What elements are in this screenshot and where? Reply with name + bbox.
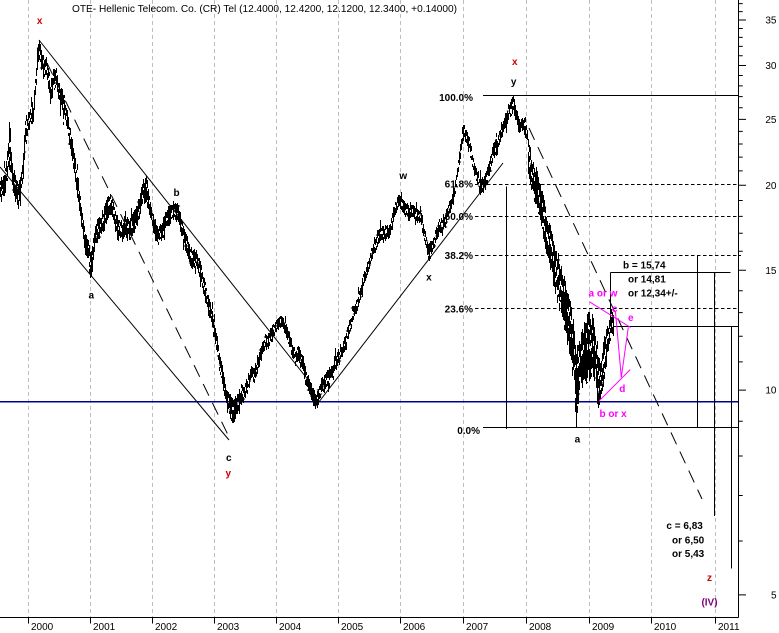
svg-text:or 12,34+/-: or 12,34+/-: [628, 289, 678, 300]
svg-text:38.2%: 38.2%: [445, 251, 473, 262]
svg-text:30: 30: [765, 61, 777, 72]
svg-text:c = 6,83: c = 6,83: [666, 521, 703, 532]
svg-text:x: x: [426, 273, 432, 284]
svg-text:or 14,81: or 14,81: [628, 274, 666, 285]
svg-text:15: 15: [765, 266, 777, 277]
svg-text:x: x: [37, 16, 43, 27]
svg-text:a: a: [89, 291, 95, 302]
svg-text:2001: 2001: [93, 622, 116, 633]
svg-text:2000: 2000: [31, 622, 54, 633]
svg-text:w: w: [398, 171, 407, 182]
svg-text:a or w: a or w: [589, 289, 618, 300]
svg-text:z: z: [707, 573, 712, 584]
svg-text:b or x: b or x: [600, 409, 628, 420]
svg-text:c: c: [226, 453, 232, 464]
svg-text:5: 5: [771, 590, 777, 601]
svg-text:61.8%: 61.8%: [445, 180, 473, 191]
svg-text:b = 15,74: b = 15,74: [623, 261, 666, 272]
svg-text:25: 25: [765, 115, 777, 126]
svg-text:0.0%: 0.0%: [457, 426, 480, 437]
svg-text:23.6%: 23.6%: [445, 305, 473, 316]
svg-text:2010: 2010: [654, 622, 677, 633]
svg-text:d: d: [619, 384, 625, 395]
svg-text:2009: 2009: [592, 622, 615, 633]
svg-text:35: 35: [765, 16, 777, 27]
svg-text:OTE- Hellenic Telecom. Co. (CR: OTE- Hellenic Telecom. Co. (CR) Tel (12.…: [72, 4, 457, 15]
svg-text:50.0%: 50.0%: [445, 212, 473, 223]
svg-text:2003: 2003: [217, 622, 240, 633]
svg-text:2002: 2002: [155, 622, 178, 633]
svg-text:c: c: [612, 304, 618, 315]
svg-text:2011: 2011: [718, 622, 740, 633]
svg-text:(IV): (IV): [701, 598, 717, 609]
svg-text:10: 10: [765, 386, 777, 397]
svg-text:2006: 2006: [403, 622, 426, 633]
svg-text:2005: 2005: [341, 622, 364, 633]
svg-text:20: 20: [765, 181, 777, 192]
svg-text:y: y: [226, 469, 232, 480]
svg-text:2007: 2007: [466, 622, 489, 633]
svg-text:or 5,43: or 5,43: [672, 549, 705, 560]
svg-text:2008: 2008: [529, 622, 552, 633]
svg-text:b: b: [173, 188, 179, 199]
svg-text:2004: 2004: [279, 622, 302, 633]
svg-text:or 6,50: or 6,50: [672, 535, 705, 546]
svg-text:100.0%: 100.0%: [439, 93, 473, 104]
svg-text:e: e: [628, 313, 634, 324]
svg-text:a: a: [575, 434, 581, 445]
svg-text:y: y: [511, 77, 517, 88]
svg-text:x: x: [512, 57, 518, 68]
